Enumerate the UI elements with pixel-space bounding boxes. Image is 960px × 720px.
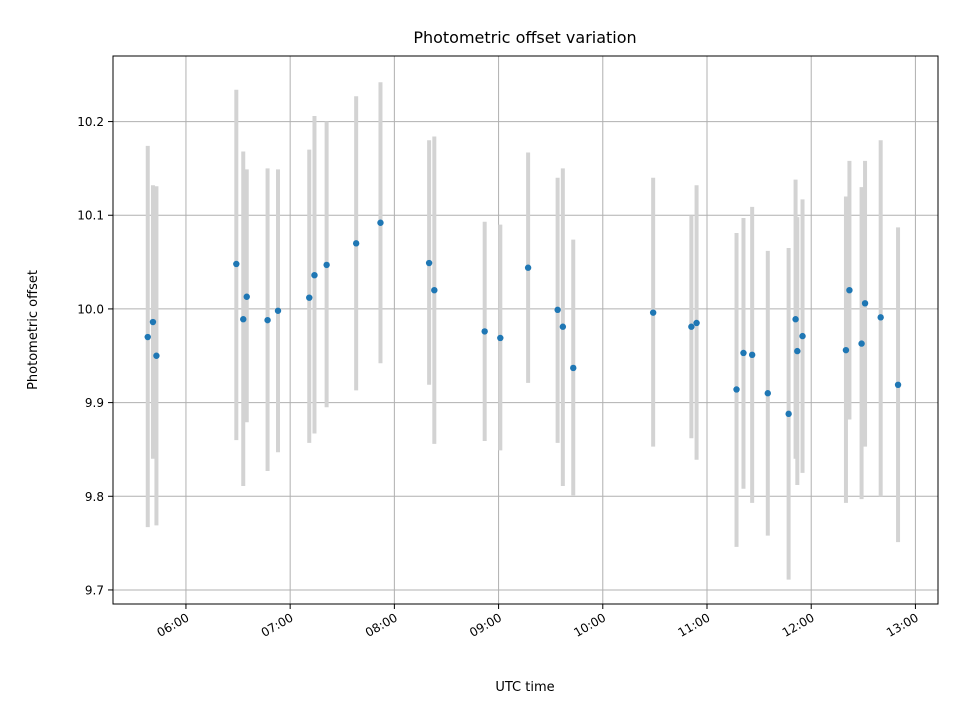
data-point — [274, 307, 282, 314]
data-point — [877, 314, 884, 321]
data-point — [733, 386, 740, 393]
x-axis-label: UTC time — [495, 680, 554, 695]
data-point — [144, 333, 151, 341]
data-point — [233, 260, 240, 268]
x-tick-label: 07:00 — [259, 610, 296, 639]
y-tick-label: 10.1 — [77, 209, 104, 223]
grid — [113, 56, 938, 604]
data-point — [554, 306, 561, 314]
y-tick-label: 9.8 — [85, 490, 104, 504]
x-tick-label: 13:00 — [884, 610, 921, 639]
data-points — [144, 219, 902, 418]
x-tick-label: 10:00 — [571, 610, 608, 639]
data-point — [559, 323, 567, 330]
data-point — [153, 352, 160, 359]
data-point — [861, 300, 869, 307]
data-point — [693, 319, 700, 327]
x-tick-label: 08:00 — [363, 610, 400, 639]
data-point — [858, 340, 865, 347]
data-point — [352, 240, 360, 247]
data-point — [792, 316, 799, 323]
data-point — [377, 219, 384, 226]
y-axis-label: Photometric offset — [26, 270, 41, 390]
plot-frame — [112, 55, 939, 605]
y-tick-label: 9.7 — [85, 583, 104, 597]
chart-title: Photometric offset variation — [413, 28, 636, 47]
data-point — [785, 410, 792, 418]
y-tick-label: 9.9 — [85, 396, 104, 410]
data-point — [524, 264, 532, 271]
x-tick-label: 09:00 — [467, 610, 504, 639]
x-tick-label: 06:00 — [154, 610, 191, 639]
error-bars — [145, 82, 901, 580]
x-tick-label: 11:00 — [676, 610, 713, 639]
data-point — [149, 318, 157, 326]
data-point — [264, 316, 271, 324]
data-point — [431, 286, 438, 294]
data-point — [842, 346, 850, 354]
x-tick-label: 12:00 — [780, 610, 817, 639]
data-point — [688, 323, 695, 330]
y-tick-label: 10.2 — [77, 115, 104, 129]
data-point — [311, 272, 318, 279]
data-point — [497, 334, 504, 342]
data-point — [764, 390, 771, 397]
data-point — [306, 294, 313, 301]
data-point — [846, 286, 853, 294]
data-point — [243, 293, 250, 300]
data-point — [481, 328, 488, 335]
data-point — [570, 364, 577, 372]
data-point — [748, 351, 756, 359]
data-point — [799, 332, 806, 340]
data-point — [794, 347, 801, 355]
y-tick-label: 10.0 — [77, 302, 104, 316]
data-point — [894, 381, 902, 388]
data-point — [240, 316, 247, 323]
data-point — [323, 261, 330, 269]
data-point — [740, 349, 747, 357]
data-point — [649, 309, 657, 316]
data-point — [425, 259, 433, 267]
